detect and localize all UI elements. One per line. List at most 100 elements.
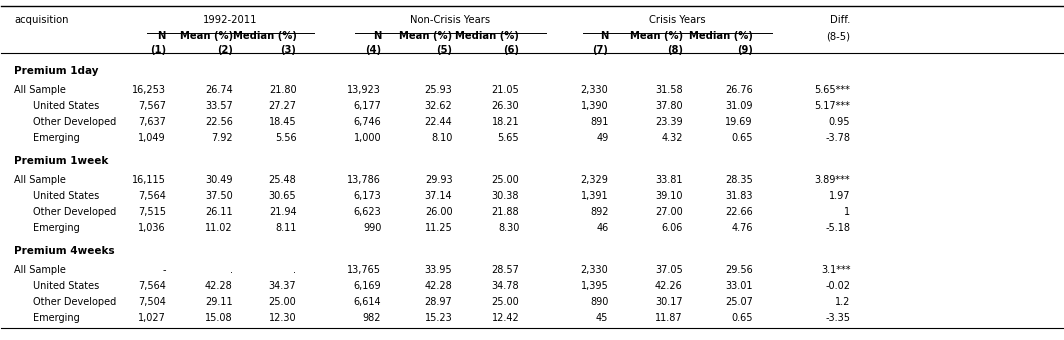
Text: 1: 1 bbox=[844, 207, 850, 217]
Text: 1,000: 1,000 bbox=[353, 133, 381, 143]
Text: 21.05: 21.05 bbox=[492, 85, 519, 95]
Text: 37.50: 37.50 bbox=[205, 191, 233, 201]
Text: N: N bbox=[372, 31, 381, 41]
Text: -3.35: -3.35 bbox=[826, 313, 850, 323]
Text: .: . bbox=[230, 265, 233, 275]
Text: 1,049: 1,049 bbox=[138, 133, 166, 143]
Text: 22.56: 22.56 bbox=[205, 117, 233, 127]
Text: 6,169: 6,169 bbox=[353, 281, 381, 291]
Text: 5.65***: 5.65*** bbox=[814, 85, 850, 95]
Text: 34.37: 34.37 bbox=[269, 281, 297, 291]
Text: Mean (%): Mean (%) bbox=[630, 31, 683, 41]
Text: 27.00: 27.00 bbox=[655, 207, 683, 217]
Text: 11.02: 11.02 bbox=[205, 223, 233, 233]
Text: Premium 4weeks: Premium 4weeks bbox=[14, 246, 115, 256]
Text: Median (%): Median (%) bbox=[688, 31, 752, 41]
Text: 31.09: 31.09 bbox=[726, 101, 752, 111]
Text: 26.11: 26.11 bbox=[205, 207, 233, 217]
Text: 6,614: 6,614 bbox=[353, 298, 381, 307]
Text: Crisis Years: Crisis Years bbox=[649, 15, 705, 25]
Text: 6,177: 6,177 bbox=[353, 101, 381, 111]
Text: 30.65: 30.65 bbox=[269, 191, 297, 201]
Text: 25.93: 25.93 bbox=[425, 85, 452, 95]
Text: 26.30: 26.30 bbox=[492, 101, 519, 111]
Text: 15.23: 15.23 bbox=[425, 313, 452, 323]
Text: Median (%): Median (%) bbox=[455, 31, 519, 41]
Text: 11.87: 11.87 bbox=[655, 313, 683, 323]
Text: (5): (5) bbox=[436, 45, 452, 55]
Text: 5.17***: 5.17*** bbox=[814, 101, 850, 111]
Text: 28.57: 28.57 bbox=[492, 265, 519, 275]
Text: (9): (9) bbox=[737, 45, 752, 55]
Text: 39.10: 39.10 bbox=[655, 191, 683, 201]
Text: 5.56: 5.56 bbox=[275, 133, 297, 143]
Text: 7,564: 7,564 bbox=[138, 191, 166, 201]
Text: 7,504: 7,504 bbox=[138, 298, 166, 307]
Text: (2): (2) bbox=[217, 45, 233, 55]
Text: 13,923: 13,923 bbox=[348, 85, 381, 95]
Text: 1.97: 1.97 bbox=[829, 191, 850, 201]
Text: 21.94: 21.94 bbox=[269, 207, 297, 217]
Text: 4.32: 4.32 bbox=[661, 133, 683, 143]
Text: 28.35: 28.35 bbox=[725, 175, 752, 185]
Text: 1,036: 1,036 bbox=[138, 223, 166, 233]
Text: -3.78: -3.78 bbox=[826, 133, 850, 143]
Text: 29.93: 29.93 bbox=[425, 175, 452, 185]
Text: 29.56: 29.56 bbox=[725, 265, 752, 275]
Text: 1.2: 1.2 bbox=[835, 298, 850, 307]
Text: 8.30: 8.30 bbox=[498, 223, 519, 233]
Text: 25.07: 25.07 bbox=[725, 298, 752, 307]
Text: 0.65: 0.65 bbox=[731, 313, 752, 323]
Text: 21.88: 21.88 bbox=[492, 207, 519, 217]
Text: -5.18: -5.18 bbox=[826, 223, 850, 233]
Text: 21.80: 21.80 bbox=[269, 85, 297, 95]
Text: Other Developed: Other Developed bbox=[33, 117, 116, 127]
Text: Emerging: Emerging bbox=[33, 133, 80, 143]
Text: 8.11: 8.11 bbox=[275, 223, 297, 233]
Text: acquisition: acquisition bbox=[14, 15, 68, 25]
Text: -: - bbox=[163, 265, 166, 275]
Text: N: N bbox=[157, 31, 166, 41]
Text: 11.25: 11.25 bbox=[425, 223, 452, 233]
Text: 2,330: 2,330 bbox=[581, 265, 609, 275]
Text: 23.39: 23.39 bbox=[655, 117, 683, 127]
Text: 49: 49 bbox=[596, 133, 609, 143]
Text: (8-5): (8-5) bbox=[827, 31, 850, 41]
Text: 33.95: 33.95 bbox=[425, 265, 452, 275]
Text: 42.28: 42.28 bbox=[205, 281, 233, 291]
Text: 29.11: 29.11 bbox=[205, 298, 233, 307]
Text: 26.76: 26.76 bbox=[725, 85, 752, 95]
Text: All Sample: All Sample bbox=[14, 85, 66, 95]
Text: 891: 891 bbox=[591, 117, 609, 127]
Text: 4.76: 4.76 bbox=[731, 223, 752, 233]
Text: Other Developed: Other Developed bbox=[33, 298, 116, 307]
Text: 1,027: 1,027 bbox=[138, 313, 166, 323]
Text: 37.05: 37.05 bbox=[655, 265, 683, 275]
Text: .: . bbox=[294, 265, 297, 275]
Text: 3.89***: 3.89*** bbox=[815, 175, 850, 185]
Text: N: N bbox=[600, 31, 609, 41]
Text: Premium 1day: Premium 1day bbox=[14, 66, 99, 76]
Text: All Sample: All Sample bbox=[14, 265, 66, 275]
Text: (4): (4) bbox=[365, 45, 381, 55]
Text: 25.00: 25.00 bbox=[492, 175, 519, 185]
Text: 7,567: 7,567 bbox=[138, 101, 166, 111]
Text: (1): (1) bbox=[150, 45, 166, 55]
Text: 18.21: 18.21 bbox=[492, 117, 519, 127]
Text: 30.17: 30.17 bbox=[655, 298, 683, 307]
Text: 30.38: 30.38 bbox=[492, 191, 519, 201]
Text: 1,390: 1,390 bbox=[581, 101, 609, 111]
Text: 27.27: 27.27 bbox=[268, 101, 297, 111]
Text: 45: 45 bbox=[596, 313, 609, 323]
Text: Mean (%): Mean (%) bbox=[180, 31, 233, 41]
Text: 0.65: 0.65 bbox=[731, 133, 752, 143]
Text: 13,786: 13,786 bbox=[348, 175, 381, 185]
Text: 1,395: 1,395 bbox=[581, 281, 609, 291]
Text: (6): (6) bbox=[503, 45, 519, 55]
Text: 2,330: 2,330 bbox=[581, 85, 609, 95]
Text: 26.74: 26.74 bbox=[205, 85, 233, 95]
Text: 32.62: 32.62 bbox=[425, 101, 452, 111]
Text: All Sample: All Sample bbox=[14, 175, 66, 185]
Text: 890: 890 bbox=[591, 298, 609, 307]
Text: 18.45: 18.45 bbox=[269, 117, 297, 127]
